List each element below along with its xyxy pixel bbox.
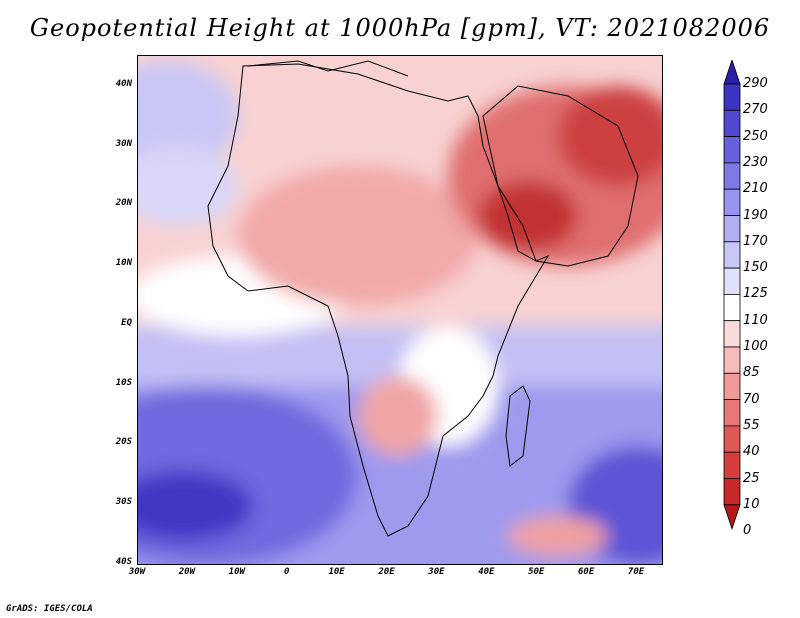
colorbar-label: 150 [743,260,768,276]
colorbar-label: 125 [743,286,768,302]
colorbar-label: 110 [743,312,768,328]
colorbar-swatch [723,451,741,479]
colorbar-label: 70 [743,391,760,407]
chart-title: Geopotential Height at 1000hPa [gpm], VT… [29,14,771,42]
lat-label: 20N [115,198,132,209]
colorbar-label: 40 [743,444,760,460]
madagascar-coast [505,385,531,467]
colorbar-swatch [723,478,741,506]
lon-label: 20W [178,567,196,577]
south-africa-warm [358,376,438,456]
colorbar-swatch [723,293,741,322]
lat-label: 10N [115,258,132,269]
sahara-warm [238,166,478,306]
arabia-core [478,181,578,251]
north-atlantic-blue [138,61,238,171]
colorbar-label: 10 [743,496,760,512]
colorbar-swatch [723,504,741,531]
lon-label: 50E [528,567,545,577]
south-indian-warm [508,516,608,556]
colorbar-label: 290 [743,76,768,91]
colorbar-swatch [723,346,741,374]
colorbar-swatch [723,241,741,269]
map-panel [137,55,663,565]
lon-label: 20E [378,567,395,577]
colorbar-swatch [723,215,741,243]
colorbar-swatch [723,109,741,137]
lon-label: 30E [428,567,445,577]
iran-core [558,86,662,186]
arabia-coast [482,85,639,267]
colorbar-swatch [723,399,741,427]
colorbar-label: 170 [743,233,768,249]
lon-label: 0 [283,567,290,577]
colorbar-label: 270 [743,102,768,118]
lon-label: 60E [578,567,595,577]
lat-label: 40S [115,557,132,567]
lat-label: EQ [121,317,132,328]
south-atlantic-core [138,471,253,541]
coastlines [207,60,639,537]
lon-label: 10E [328,567,345,577]
colorbar-swatch [723,83,741,111]
colorbar-label: 0 [743,523,752,539]
atlantic-pale-blue [138,146,238,226]
lon-label: 40E [478,567,495,577]
grads-credit: GrADS: IGES/COLA [6,604,93,614]
lon-label: 70E [627,567,645,577]
colorbar-label: 230 [743,154,768,170]
lon-label: 10W [228,567,245,577]
colorbar-swatch [723,162,741,190]
colorbar-label: 190 [743,207,768,223]
colorbar-label: 210 [743,181,768,197]
field-svg [138,56,662,564]
africa-coast [207,63,550,537]
lat-label: 40N [115,78,132,89]
lat-label: 30S [115,497,132,508]
colorbar-swatch [723,136,741,164]
colorbar-swatch [723,372,741,400]
colorbar-label: 85 [743,365,760,381]
lon-label: 30W [128,567,146,577]
colorbar [723,60,741,531]
height-field [138,61,662,564]
colorbar-label: 55 [743,417,760,433]
mediterranean-coast [247,60,409,77]
lat-label: 30N [115,138,132,149]
lat-label: 10S [115,377,132,388]
colorbar-swatch [723,425,741,453]
colorbar-swatch [723,60,741,85]
colorbar-swatch [723,267,741,295]
colorbar-swatch [723,188,741,216]
colorbar-swatch [723,320,741,348]
colorbar-label: 250 [743,128,768,144]
colorbar-label: 100 [743,339,768,354]
colorbar-label: 25 [743,470,760,486]
lat-label: 20S [115,437,132,448]
